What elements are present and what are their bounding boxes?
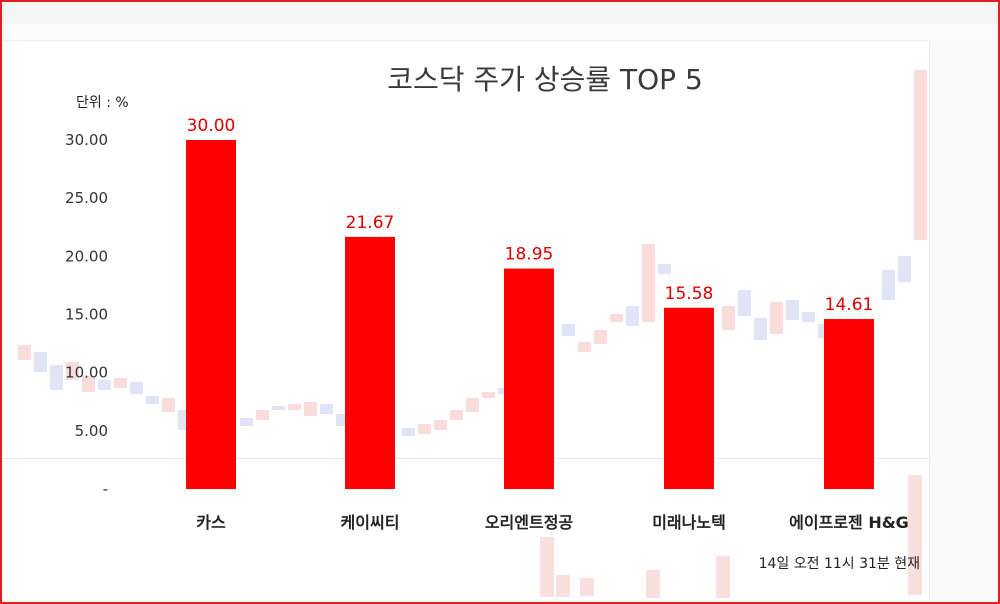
category-label: 카스: [196, 513, 226, 532]
background-candle: [594, 330, 607, 344]
background-candle: [130, 382, 143, 394]
background-candle: [34, 352, 47, 372]
y-tick-label: 25.00: [65, 189, 108, 207]
timestamp-note: 14일 오전 11시 31분 현재: [759, 556, 920, 572]
background-candle: [722, 306, 735, 330]
category-label: 미래나노텍: [652, 513, 726, 532]
background-candle: [754, 318, 767, 340]
value-labels: 30.00 21.67 18.95 15.58 14.61: [187, 116, 874, 315]
background-volume-pane: [2, 458, 930, 599]
y-tick-label: 30.00: [65, 131, 108, 149]
background-candle: [658, 264, 671, 274]
background-candle: [402, 428, 415, 436]
background-candle: [770, 302, 783, 334]
background-volume-bar: [908, 475, 922, 595]
background-candle: [162, 398, 175, 412]
background-volume-bar: [556, 575, 570, 597]
bar: [504, 268, 554, 489]
background-candle: [562, 324, 575, 336]
bar: [345, 236, 395, 489]
y-tick-label: 20.00: [65, 247, 108, 265]
bar: [824, 319, 874, 489]
background-candles: [18, 70, 927, 598]
background-candle: [66, 362, 79, 380]
background-candle: [98, 380, 111, 390]
background-candle: [642, 244, 655, 322]
background-candle: [272, 406, 285, 410]
background-candle: [288, 404, 301, 410]
background-volume-bar: [540, 537, 554, 597]
background-volume-bar: [716, 556, 730, 598]
y-tick-label: 10.00: [65, 364, 108, 382]
background-candle: [320, 404, 333, 414]
bar: [186, 140, 236, 489]
background-candle: [610, 314, 623, 322]
background-candle: [466, 398, 479, 412]
background-candle: [898, 256, 911, 282]
background-candle: [802, 312, 815, 322]
background-price-axis: [929, 40, 998, 600]
y-tick-label: 5.00: [75, 422, 108, 440]
y-axis: - 5.00 10.00 15.00 20.00 25.00 30.00: [65, 131, 108, 498]
background-candle: [914, 70, 927, 240]
background-volume-bar: [580, 578, 594, 596]
background-info-bar: [2, 24, 998, 41]
chart-title: 코스닥 주가 상승률 TOP 5: [387, 63, 703, 96]
category-label: 케이씨티: [341, 513, 400, 532]
background-candle: [114, 378, 127, 388]
value-label: 18.95: [505, 245, 554, 265]
background-candle: [626, 306, 639, 326]
bars: [186, 140, 874, 489]
bar: [664, 307, 714, 489]
category-label: 에이프로젠 H&G: [789, 513, 909, 532]
category-label: 오리엔트정공: [485, 513, 574, 532]
background-candle: [50, 365, 63, 390]
background-candle: [146, 396, 159, 404]
background-candle: [482, 392, 495, 398]
background-volume-bar: [646, 570, 660, 598]
y-tick-label: 15.00: [65, 306, 108, 324]
background-candle: [450, 410, 463, 420]
background-candle: [304, 402, 317, 416]
background-candle: [882, 270, 895, 300]
value-label: 21.67: [346, 213, 395, 233]
background-candle: [434, 420, 447, 430]
background-candle: [18, 345, 31, 360]
background-candle: [738, 290, 751, 316]
y-tick-label: -: [103, 480, 108, 498]
background-candle: [786, 300, 799, 320]
background-candle: [418, 424, 431, 434]
background-candle: [256, 410, 269, 420]
value-label: 30.00: [187, 116, 236, 136]
value-label: 14.61: [825, 295, 874, 315]
x-axis-labels: 카스 케이씨티 오리엔트정공 미래나노텍 에이프로젠 H&G: [196, 513, 909, 532]
unit-label: 단위 : %: [76, 95, 129, 111]
background-candle: [578, 342, 591, 352]
background-candle: [240, 418, 253, 426]
background-candle: [82, 376, 95, 392]
value-label: 15.58: [665, 284, 714, 304]
